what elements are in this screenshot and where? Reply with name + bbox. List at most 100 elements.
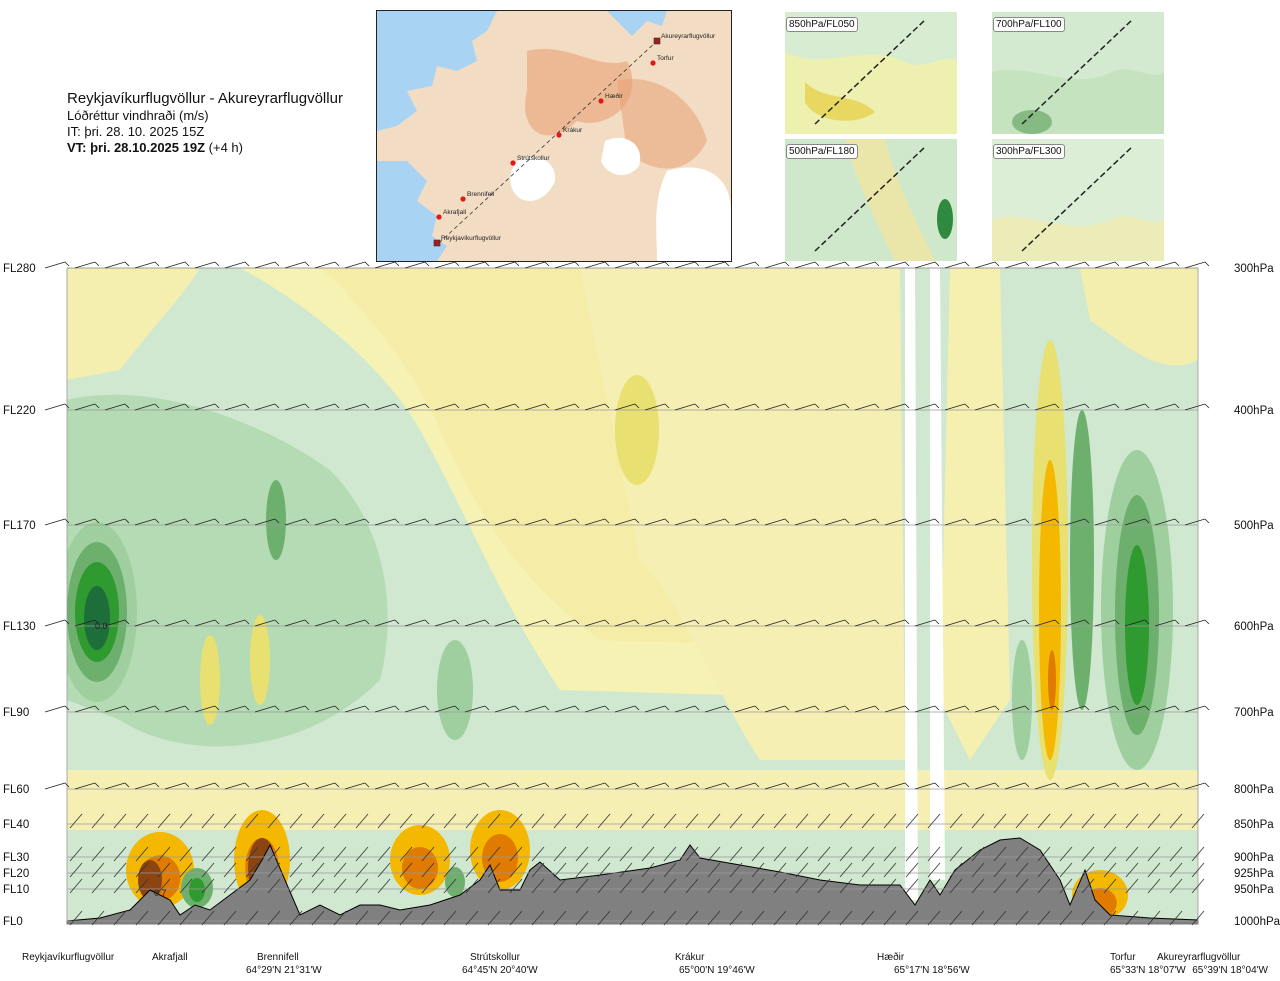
wind-barb bbox=[734, 705, 756, 713]
wind-barb bbox=[464, 619, 486, 627]
wind-barb bbox=[69, 846, 83, 862]
wind-barb bbox=[514, 403, 520, 409]
wind-barb bbox=[914, 403, 936, 411]
wind-barb bbox=[421, 813, 435, 829]
wind-barb bbox=[214, 261, 220, 267]
level-label-left: FL220 bbox=[3, 405, 36, 417]
wind-barb bbox=[364, 403, 370, 409]
wind-barb bbox=[64, 705, 70, 711]
wind-barb bbox=[964, 619, 970, 625]
wind-barb bbox=[619, 878, 633, 894]
wind-barb bbox=[377, 846, 391, 862]
level-label-right: 400hPa bbox=[1234, 405, 1274, 417]
wind-barb bbox=[554, 705, 576, 713]
wind-barb bbox=[685, 862, 699, 878]
wind-barb bbox=[164, 518, 186, 526]
wind-barb bbox=[751, 813, 765, 829]
wind-barb bbox=[707, 846, 721, 862]
wind-barb bbox=[44, 782, 66, 790]
wind-barb bbox=[524, 782, 546, 790]
wind-barb bbox=[784, 403, 790, 409]
wind-barb bbox=[724, 403, 730, 409]
wind-barb bbox=[1059, 910, 1073, 926]
wind-barb bbox=[245, 910, 259, 926]
wind-barb bbox=[374, 619, 396, 627]
wind-barb bbox=[544, 619, 550, 625]
wind-barb bbox=[274, 403, 280, 409]
wind-barb bbox=[254, 403, 276, 411]
wind-barb bbox=[994, 705, 1000, 711]
wind-barb bbox=[764, 518, 786, 526]
wind-barb bbox=[575, 878, 589, 894]
wind-barb bbox=[934, 782, 940, 788]
waypoint-marker bbox=[433, 239, 441, 247]
level-label-left: FL20 bbox=[3, 868, 29, 880]
wind-barb bbox=[1037, 813, 1051, 829]
wind-barb bbox=[245, 862, 259, 878]
wind-barb bbox=[854, 518, 876, 526]
wind-barb bbox=[1147, 862, 1161, 878]
wind-barb bbox=[424, 403, 430, 409]
wind-barb bbox=[1059, 862, 1073, 878]
wind-barb bbox=[1024, 261, 1030, 267]
wind-barb bbox=[344, 782, 366, 790]
waypoint-axis-label: Krákur bbox=[675, 952, 705, 963]
wind-barb bbox=[355, 813, 369, 829]
wind-barb bbox=[244, 619, 250, 625]
wind-barb bbox=[884, 705, 906, 713]
wind-barb bbox=[729, 878, 743, 894]
level-label-right: 900hPa bbox=[1234, 852, 1274, 864]
wind-barb bbox=[284, 261, 306, 269]
wind-barb bbox=[443, 862, 457, 878]
wind-barb bbox=[104, 403, 126, 411]
mini-map-label: 850hPa/FL050 bbox=[786, 17, 858, 32]
wind-barb bbox=[704, 403, 726, 411]
wind-barb bbox=[674, 619, 696, 627]
wind-barb bbox=[464, 518, 486, 526]
wind-barb bbox=[1064, 403, 1086, 411]
level-label-left: FL90 bbox=[3, 707, 29, 719]
wind-barb bbox=[934, 619, 940, 625]
wind-barb bbox=[1054, 261, 1060, 267]
downdraft-core bbox=[189, 878, 205, 902]
level-label-right: 300hPa bbox=[1234, 263, 1274, 275]
wind-barb bbox=[664, 782, 670, 788]
wind-barb bbox=[524, 619, 546, 627]
wind-barb bbox=[1124, 705, 1146, 713]
wind-barb bbox=[707, 813, 721, 829]
mini-map-label: 700hPa/FL100 bbox=[993, 17, 1065, 32]
wind-barb bbox=[484, 782, 490, 788]
wind-barb bbox=[634, 782, 640, 788]
wind-barb bbox=[784, 261, 790, 267]
wind-barb bbox=[454, 619, 460, 625]
wind-barb bbox=[974, 518, 996, 526]
wind-barb bbox=[704, 619, 726, 627]
wind-barb bbox=[524, 705, 546, 713]
wind-barb bbox=[814, 782, 820, 788]
wind-barb bbox=[344, 619, 366, 627]
wind-barb bbox=[674, 518, 696, 526]
wind-barb bbox=[421, 910, 435, 926]
wind-barb bbox=[641, 910, 655, 926]
wind-barb bbox=[134, 705, 156, 713]
wind-barb bbox=[394, 705, 400, 711]
wind-barb bbox=[284, 518, 306, 526]
level-label-left: FL60 bbox=[3, 784, 29, 796]
wind-barb bbox=[509, 862, 523, 878]
wind-barb bbox=[795, 862, 809, 878]
wind-barb bbox=[729, 862, 743, 878]
waypoint-axis-label: Akrafjall bbox=[152, 952, 188, 963]
wind-barb bbox=[544, 782, 550, 788]
wind-barb bbox=[184, 403, 190, 409]
wind-barb bbox=[824, 705, 846, 713]
wind-barb bbox=[544, 261, 550, 267]
wind-barb bbox=[597, 862, 611, 878]
wind-barb bbox=[201, 813, 215, 829]
wind-barb bbox=[64, 619, 70, 625]
mini-map-label: 300hPa/FL300 bbox=[993, 144, 1065, 159]
wind-barb bbox=[194, 705, 216, 713]
waypoint-axis-coord: 64°45'N 20°40'W bbox=[462, 965, 538, 976]
wind-barb bbox=[164, 619, 186, 627]
wind-barb bbox=[685, 813, 699, 829]
